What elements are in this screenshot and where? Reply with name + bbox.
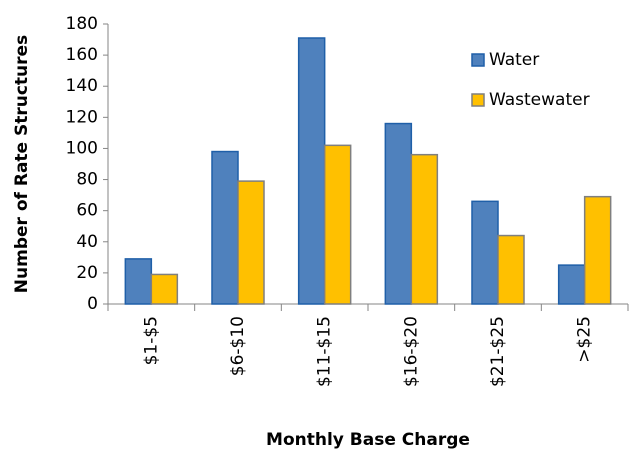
x-tick-label: $11-$15 [315,316,335,387]
legend-swatch [471,93,485,107]
legend-label: Wastewater [489,90,590,110]
x-axis-label: Monthly Base Charge [266,430,470,450]
bar [124,258,153,305]
bar [583,195,612,305]
y-tick-label: 0 [87,294,98,314]
y-tick-label: 180 [66,14,98,34]
legend-swatch [471,53,485,67]
bar [150,273,179,305]
bar [471,200,499,305]
y-tick-label: 120 [66,107,98,127]
bar [211,150,239,305]
y-tick-label: 20 [76,263,98,283]
x-tick-label: $21-$25 [488,316,508,387]
y-tick-label: 100 [66,138,98,158]
bar [384,122,413,305]
bar [237,180,265,305]
x-tick-label: $6-$10 [228,316,248,376]
bar [297,37,326,305]
bar [557,264,586,305]
x-tick-label: >$25 [575,316,595,363]
y-axis-label: Number of Rate Structures [12,35,32,293]
x-tick-label: $16-$20 [401,316,421,387]
y-tick-label: 60 [76,201,98,221]
y-tick-label: 40 [76,232,98,252]
y-tick-label: 140 [66,76,98,96]
y-tick-label: 160 [66,45,98,65]
bar [497,234,525,305]
y-tick-label: 80 [76,170,98,190]
bar [410,153,439,305]
legend-label: Water [489,50,539,70]
bar [323,144,352,305]
x-tick-label: $1-$5 [141,316,161,365]
